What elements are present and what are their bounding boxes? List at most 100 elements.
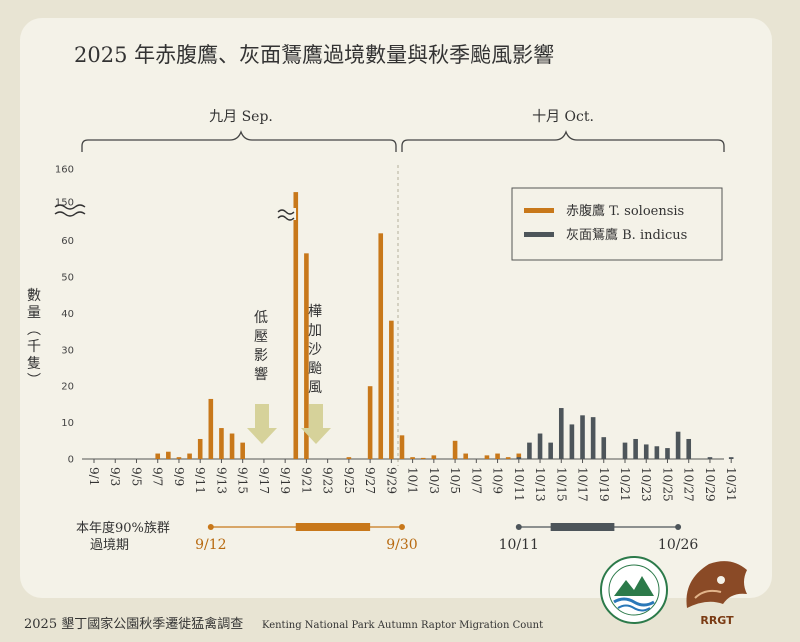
rrgt-logo: RRGT xyxy=(686,561,747,627)
bar xyxy=(293,192,299,459)
x-tick-label: 9/1 xyxy=(87,467,101,486)
x-tick-label: 10/7 xyxy=(469,467,483,494)
period-start-dot xyxy=(207,524,214,530)
bar xyxy=(410,457,415,459)
bar xyxy=(389,320,394,459)
bar xyxy=(643,444,649,459)
x-tick-label: 10/19 xyxy=(597,467,611,502)
legend-entry: 灰面鵟鷹 B. indicus xyxy=(566,227,687,243)
x-tick-label: 9/9 xyxy=(172,467,186,486)
y-tick-label: 30 xyxy=(61,345,74,356)
x-tick-label: 10/23 xyxy=(639,467,653,502)
period-end-label: 10/26 xyxy=(658,537,698,553)
bar xyxy=(707,457,713,459)
x-tick-label: 10/5 xyxy=(448,467,462,494)
y-tick-label: 60 xyxy=(61,236,74,247)
bar xyxy=(558,408,564,459)
x-tick-label: 10/13 xyxy=(533,467,547,502)
kenting-national-park-logo xyxy=(600,556,668,624)
x-tick-label: 9/17 xyxy=(257,467,271,494)
period-label: 本年度90%族群過境期 xyxy=(76,520,170,553)
x-tick-label: 9/11 xyxy=(193,467,207,494)
rrgt-logo-text: RRGT xyxy=(700,614,734,627)
x-tick-label: 9/15 xyxy=(236,467,250,494)
bar xyxy=(463,453,468,459)
bar xyxy=(240,442,245,459)
x-tick-label: 10/21 xyxy=(618,467,632,502)
x-tick-label: 9/3 xyxy=(108,467,122,486)
annotation-typhoon: 樺加沙颱風 xyxy=(308,303,322,396)
x-tick-label: 10/29 xyxy=(703,467,717,502)
x-tick-label: 9/13 xyxy=(214,467,228,494)
bar xyxy=(601,437,607,459)
bar xyxy=(176,457,182,459)
annotation-low-pressure: 低壓影響 xyxy=(254,310,268,383)
period-start-label: 10/11 xyxy=(499,537,539,553)
month-label-october: 十月 Oct. xyxy=(532,109,594,125)
bar xyxy=(633,438,638,459)
y-axis-break-icon xyxy=(54,204,86,217)
migration-period-group: 9/12 9/30 10/11 10/26 xyxy=(195,523,698,553)
x-tick-label: 9/27 xyxy=(363,467,377,494)
bar xyxy=(187,453,192,459)
x-tick-label: 10/25 xyxy=(660,467,674,502)
x-tick-label: 10/31 xyxy=(724,467,738,502)
bar xyxy=(622,442,628,459)
bar xyxy=(654,446,660,459)
bar xyxy=(431,455,437,459)
bar xyxy=(399,435,405,459)
x-tick-label: 10/11 xyxy=(512,467,526,502)
x-tick-label: 9/21 xyxy=(299,467,313,494)
bar xyxy=(675,431,681,459)
period-end-label: 9/30 xyxy=(386,537,417,553)
bar xyxy=(516,457,522,459)
period-start-label: 9/12 xyxy=(195,537,226,553)
bar xyxy=(229,433,235,459)
bar xyxy=(665,448,670,459)
bar xyxy=(219,428,224,459)
bar xyxy=(367,386,373,459)
y-tick-label: 40 xyxy=(61,309,74,320)
month-label-september: 九月 Sep. xyxy=(209,109,273,125)
period-start-dot xyxy=(515,524,522,530)
y-tick-label: 50 xyxy=(61,273,74,284)
period-core-bar xyxy=(295,523,371,531)
bar xyxy=(495,453,500,459)
y-tick-label: 20 xyxy=(61,382,74,393)
period-core-bar xyxy=(550,523,615,531)
legend-box xyxy=(511,187,723,261)
x-tick-label: 9/19 xyxy=(278,467,292,494)
bar xyxy=(537,433,543,459)
x-tick-label: 10/3 xyxy=(427,467,441,494)
bar xyxy=(590,417,596,459)
period-end-dot xyxy=(675,524,682,530)
bar xyxy=(728,457,734,459)
x-tick-label: 10/1 xyxy=(406,467,420,494)
period-end-dot xyxy=(398,524,405,530)
bar xyxy=(304,253,309,459)
x-tick-label: 9/23 xyxy=(321,467,335,494)
september-brace xyxy=(81,130,397,152)
bar xyxy=(505,457,511,459)
bar xyxy=(208,398,214,459)
bar xyxy=(686,438,692,459)
x-tick-label: 9/29 xyxy=(384,467,398,494)
footer-title: 2025 墾丁國家公園秋季遷徙猛禽調查 xyxy=(24,616,243,632)
x-tick-label: 9/7 xyxy=(151,467,165,486)
bar xyxy=(580,415,585,459)
y-tick-label: 150 xyxy=(55,198,74,209)
chart-title: 2025 年赤腹鷹、灰面鵟鷹過境數量與秋季颱風影響 xyxy=(74,43,554,67)
x-tick-label: 10/17 xyxy=(576,467,590,502)
bar xyxy=(548,442,553,459)
bar xyxy=(484,455,490,459)
y-tick-label: 0 xyxy=(68,455,74,466)
chart-card xyxy=(20,18,772,598)
x-tick-label: 9/5 xyxy=(129,467,143,486)
x-tick-label: 9/25 xyxy=(342,467,356,494)
y-tick-label: 160 xyxy=(55,165,74,176)
footer-subtitle: Kenting National Park Autumn Raptor Migr… xyxy=(262,620,543,631)
legend-entry: 赤腹鷹 T. soloensis xyxy=(566,203,684,219)
bar xyxy=(378,233,384,459)
x-tick-label: 10/27 xyxy=(682,467,696,502)
